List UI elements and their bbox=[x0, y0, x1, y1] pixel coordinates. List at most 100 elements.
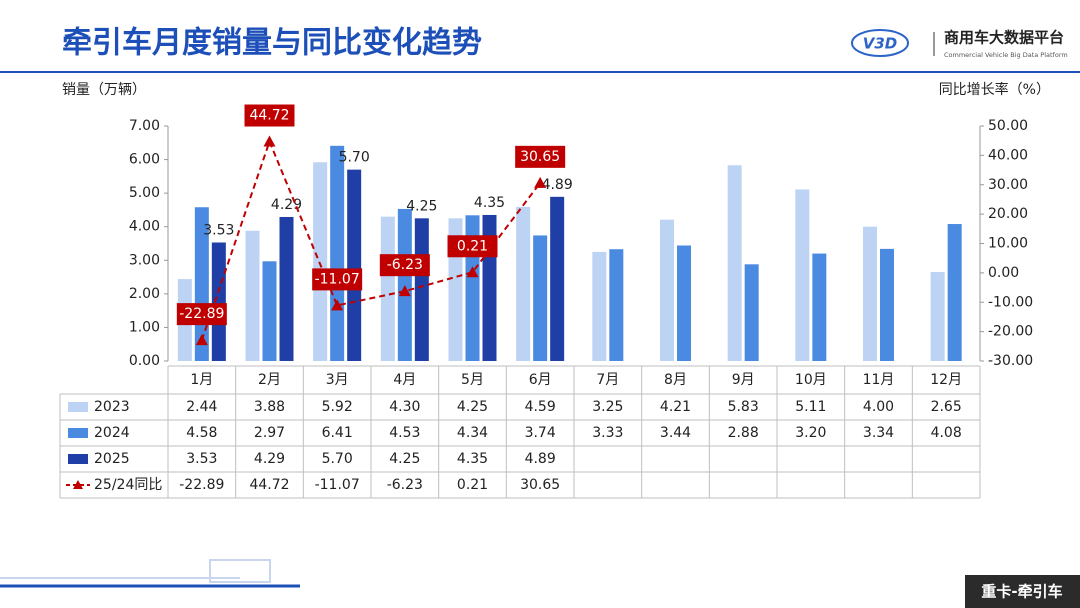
table-cell: 30.65 bbox=[520, 477, 560, 493]
footer-tag-box bbox=[965, 575, 1080, 608]
y2-tick-label: 50.00 bbox=[988, 118, 1028, 134]
bar bbox=[245, 230, 260, 361]
bar bbox=[397, 208, 412, 361]
table-cell: 2.44 bbox=[186, 399, 217, 415]
y2-tick-label: 40.00 bbox=[988, 147, 1028, 163]
x-tick-label: 4月 bbox=[393, 372, 416, 388]
y2-axis-label: 同比增长率（%） bbox=[939, 81, 1050, 98]
table-cell: 4.30 bbox=[389, 399, 420, 415]
line-marker bbox=[534, 176, 547, 188]
table-cell: 4.89 bbox=[525, 451, 556, 467]
x-tick-label: 5月 bbox=[461, 372, 484, 388]
table-cell: 4.29 bbox=[254, 451, 285, 467]
legend-swatch bbox=[68, 454, 88, 464]
table-cell: 4.58 bbox=[186, 425, 217, 441]
bar bbox=[930, 272, 945, 361]
line-value-label: 30.65 bbox=[520, 149, 560, 165]
line-value-label: -11.07 bbox=[315, 271, 360, 287]
bar bbox=[347, 169, 362, 361]
y2-tick-label: 20.00 bbox=[988, 206, 1028, 222]
y-tick-label: 4.00 bbox=[129, 219, 160, 235]
line-marker bbox=[195, 334, 208, 346]
table-cell: 4.25 bbox=[457, 399, 488, 415]
x-tick-label: 9月 bbox=[732, 372, 755, 388]
table-cell: 3.44 bbox=[660, 425, 691, 441]
line-label-box bbox=[447, 235, 498, 258]
bar bbox=[414, 218, 429, 361]
table-cell: 2.97 bbox=[254, 425, 285, 441]
bar bbox=[550, 196, 565, 361]
table-cell: 4.59 bbox=[525, 399, 556, 415]
legend-label: 2025 bbox=[94, 451, 130, 467]
y-tick-label: 6.00 bbox=[129, 152, 160, 168]
bar-value-label: 3.53 bbox=[203, 222, 234, 238]
x-tick-label: 6月 bbox=[529, 372, 552, 388]
line-label-box bbox=[244, 104, 295, 127]
y-tick-label: 2.00 bbox=[129, 286, 160, 302]
bar bbox=[795, 189, 810, 361]
bar-value-label: 5.70 bbox=[339, 150, 370, 166]
bar bbox=[516, 206, 531, 361]
line-value-label: -22.89 bbox=[179, 306, 224, 322]
bar bbox=[660, 219, 674, 361]
bar-value-label: 4.89 bbox=[542, 177, 573, 193]
table-cell: 3.20 bbox=[795, 425, 826, 441]
table-cell: 5.11 bbox=[795, 399, 826, 415]
table-cell: 3.33 bbox=[592, 425, 623, 441]
x-tick-label: 3月 bbox=[326, 372, 349, 388]
bar bbox=[380, 216, 395, 361]
bar bbox=[677, 245, 691, 361]
legend-swatch bbox=[73, 480, 83, 489]
line-label-box bbox=[312, 268, 363, 291]
legend-label: 2023 bbox=[94, 399, 130, 415]
line-label-box bbox=[379, 254, 430, 277]
legend-swatch bbox=[68, 402, 88, 412]
footer-decoration bbox=[0, 559, 300, 588]
table-cell: 3.25 bbox=[592, 399, 623, 415]
x-tick-label: 8月 bbox=[664, 372, 687, 388]
table-cell: 4.53 bbox=[389, 425, 420, 441]
y2-tick-label: 30.00 bbox=[988, 177, 1028, 193]
table-cell: 3.34 bbox=[863, 425, 894, 441]
bar bbox=[947, 224, 962, 361]
line-value-label: -6.23 bbox=[387, 257, 423, 273]
logo-subtitle: Commercial Vehicle Big Data Platform bbox=[944, 51, 1068, 59]
table-cell: 4.34 bbox=[457, 425, 488, 441]
bar-value-label: 4.35 bbox=[474, 195, 505, 211]
logo-name: 商用车大数据平台 bbox=[944, 29, 1064, 47]
line-value-label: 0.21 bbox=[457, 238, 488, 254]
table-cell: 4.21 bbox=[660, 399, 691, 415]
line-marker bbox=[466, 266, 479, 278]
table-cell: -11.07 bbox=[315, 477, 360, 493]
y-tick-label: 7.00 bbox=[129, 118, 160, 134]
bar bbox=[812, 253, 827, 361]
legend-label: 2024 bbox=[94, 425, 130, 441]
bar bbox=[609, 249, 624, 361]
bar bbox=[533, 235, 548, 361]
bar bbox=[211, 242, 226, 361]
legend-swatch bbox=[68, 428, 88, 438]
legend-label: 25/24同比 bbox=[94, 477, 162, 493]
table-cell: 3.74 bbox=[525, 425, 556, 441]
table-cell: 2.88 bbox=[728, 425, 759, 441]
line-marker bbox=[263, 135, 276, 147]
y2-tick-label: 10.00 bbox=[988, 236, 1028, 252]
bar bbox=[592, 251, 607, 361]
bar bbox=[279, 216, 294, 361]
table-cell: 5.70 bbox=[322, 451, 353, 467]
line-marker bbox=[331, 299, 344, 311]
table-cell: 44.72 bbox=[249, 477, 289, 493]
chart-title: 牵引车月度销量与同比变化趋势 bbox=[62, 26, 482, 61]
logo-mark: V3D bbox=[863, 35, 898, 53]
x-tick-label: 10月 bbox=[795, 372, 827, 388]
x-tick-label: 2月 bbox=[258, 372, 281, 388]
table-cell: 4.35 bbox=[457, 451, 488, 467]
table-cell: 5.92 bbox=[322, 399, 353, 415]
bar bbox=[744, 264, 759, 361]
bar bbox=[880, 248, 894, 361]
bar bbox=[330, 145, 345, 361]
logo-ring bbox=[851, 29, 909, 57]
line-marker bbox=[398, 285, 411, 297]
line-label-box bbox=[515, 145, 566, 168]
y2-tick-label: 0.00 bbox=[988, 265, 1019, 281]
